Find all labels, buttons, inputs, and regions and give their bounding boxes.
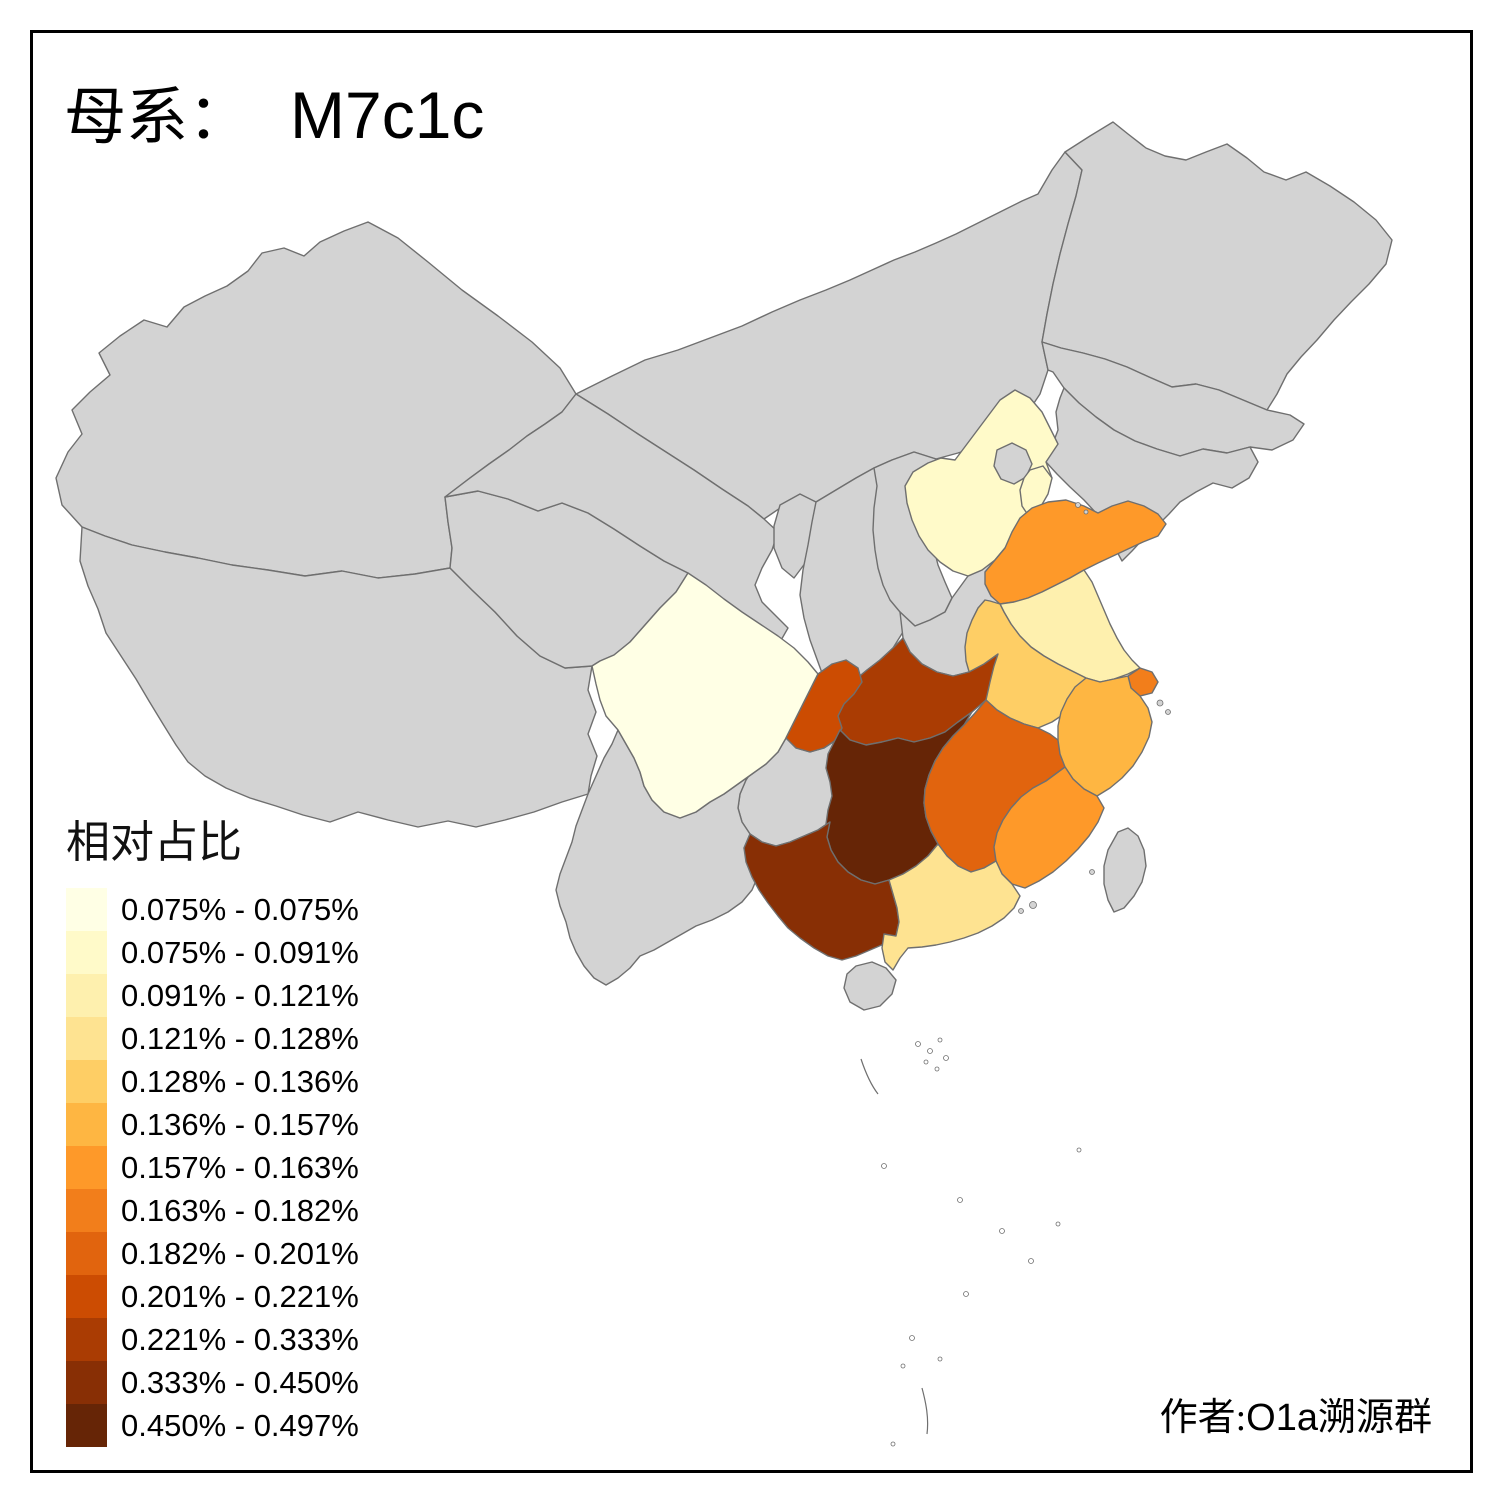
legend-row: 0.128% - 0.136% xyxy=(66,1060,359,1103)
province-fujian xyxy=(993,766,1105,889)
legend-title: 相对占比 xyxy=(66,818,242,867)
province-hainan xyxy=(843,961,897,1011)
legend-swatch xyxy=(66,1017,107,1060)
legend-swatch xyxy=(66,1275,107,1318)
plot-frame-border xyxy=(30,30,1473,1473)
legend-swatch xyxy=(66,931,107,974)
legend-row: 0.157% - 0.163% xyxy=(66,1146,359,1189)
province-sichuan xyxy=(591,572,819,819)
legend-label: 0.333% - 0.450% xyxy=(121,1364,359,1400)
sea-boundary-arc-west xyxy=(860,1058,879,1095)
author-credit: 作者:O1a溯源群 xyxy=(900,1386,1432,1441)
legend-label: 0.136% - 0.157% xyxy=(121,1106,359,1142)
legend-row: 0.182% - 0.201% xyxy=(66,1232,359,1275)
legend-swatch xyxy=(66,1361,107,1404)
map-title: 母系： M7c1c xyxy=(64,66,484,156)
south-china-sea-islets xyxy=(860,1037,1082,1447)
legend-label: 0.221% - 0.333% xyxy=(121,1321,359,1357)
legend-row: 0.221% - 0.333% xyxy=(66,1318,359,1361)
legend-swatch xyxy=(66,1146,107,1189)
map-title-haplogroup: M7c1c xyxy=(290,78,485,152)
author-credit-group: O1a溯源群 xyxy=(1246,1397,1432,1439)
coastal-islets xyxy=(1018,502,1171,914)
legend-swatch xyxy=(66,1404,107,1447)
legend-row: 0.163% - 0.182% xyxy=(66,1189,359,1232)
legend-swatch xyxy=(66,1103,107,1146)
map-title-prefix: 母系： xyxy=(64,84,251,152)
legend-label: 0.163% - 0.182% xyxy=(121,1192,359,1228)
legend-row: 0.075% - 0.075% xyxy=(66,888,359,931)
province-tibet xyxy=(79,526,598,828)
province-liaoning xyxy=(1045,387,1259,562)
legend-swatch xyxy=(66,1060,107,1103)
legend-row: 0.136% - 0.157% xyxy=(66,1103,359,1146)
author-credit-prefix: 作者: xyxy=(1159,1397,1247,1439)
province-guangdong xyxy=(881,843,1021,971)
sea-boundary-arc-south xyxy=(921,1387,929,1435)
legend-row: 0.091% - 0.121% xyxy=(66,974,359,1017)
legend-swatch xyxy=(66,888,107,931)
legend-swatch xyxy=(66,974,107,1017)
legend-row: 0.201% - 0.221% xyxy=(66,1275,359,1318)
legend-row: 0.450% - 0.497% xyxy=(66,1404,359,1447)
legend-row: 0.121% - 0.128% xyxy=(66,1017,359,1060)
legend-swatch xyxy=(66,1318,107,1361)
province-taiwan xyxy=(1103,827,1147,913)
legend-swatch xyxy=(66,1189,107,1232)
legend-swatch xyxy=(66,1232,107,1275)
legend-label: 0.075% - 0.075% xyxy=(121,891,359,927)
legend-label: 0.128% - 0.136% xyxy=(121,1063,359,1099)
legend-label: 0.450% - 0.497% xyxy=(121,1407,359,1443)
legend-row: 0.333% - 0.450% xyxy=(66,1361,359,1404)
legend-label: 0.075% - 0.091% xyxy=(121,934,359,970)
legend-label: 0.201% - 0.221% xyxy=(121,1278,359,1314)
legend: 相对占比 0.075% - 0.075% 0.075% - 0.091% 0.0… xyxy=(66,806,359,1447)
legend-row: 0.075% - 0.091% xyxy=(66,931,359,974)
legend-label: 0.121% - 0.128% xyxy=(121,1020,359,1056)
legend-label: 0.091% - 0.121% xyxy=(121,977,359,1013)
province-zhejiang xyxy=(1057,675,1153,797)
legend-label: 0.157% - 0.163% xyxy=(121,1149,359,1185)
legend-label: 0.182% - 0.201% xyxy=(121,1235,359,1271)
province-shandong xyxy=(984,499,1167,605)
